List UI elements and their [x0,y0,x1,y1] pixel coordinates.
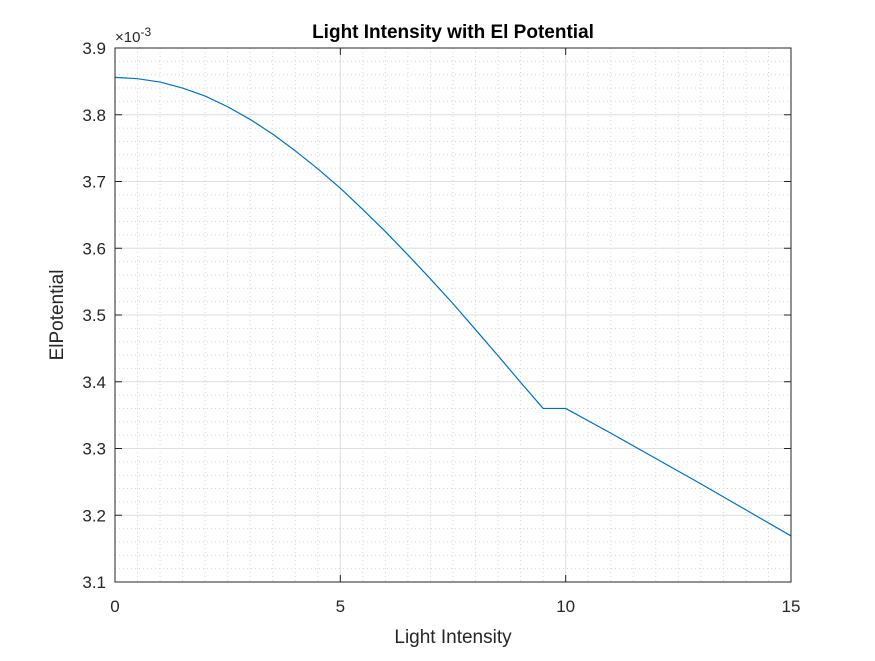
x-tick-labels: 0 5 10 15 [110,597,800,616]
series-layer [114,76,792,537]
x-axis-label: Light Intensity [394,627,512,648]
y-tick-label: 3.7 [82,173,106,192]
y-axis-label: ElPotential [47,270,68,361]
y-exponent-power: -3 [140,25,151,39]
x-tick-label: 5 [336,597,345,616]
x-tick-label: 0 [110,597,119,616]
tick-marks [114,47,792,583]
y-tick-labels: 3.1 3.2 3.3 3.4 3.5 3.6 3.7 3.8 3.9 [82,39,106,592]
x-tick-label: 10 [556,597,575,616]
x-tick-label: 15 [782,597,801,616]
y-tick-label: 3.6 [82,239,106,258]
y-tick-label: 3.4 [82,373,106,392]
y-tick-label: 3.1 [82,573,106,592]
series-line [114,76,792,537]
y-exponent-label: ×10-3 [115,25,151,46]
y-exponent-base: ×10 [115,29,140,46]
y-tick-label: 3.9 [82,39,106,58]
y-tick-label: 3.8 [82,106,106,125]
y-tick-label: 3.5 [82,306,106,325]
y-tick-label: 3.2 [82,506,106,525]
chart-title: Light Intensity with El Potential [312,22,594,43]
y-tick-label: 3.3 [82,440,106,459]
